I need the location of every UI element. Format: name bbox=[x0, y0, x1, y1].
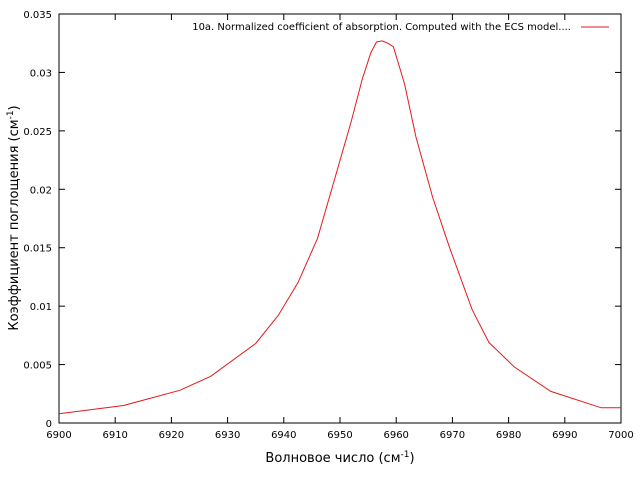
y-axis-label: Коэффициент поглощения (см-1) bbox=[6, 105, 22, 330]
plot-frame bbox=[58, 13, 622, 424]
x-tick-label: 6960 bbox=[383, 430, 408, 441]
legend: 10a. Normalized coefficient of absorptio… bbox=[192, 22, 609, 33]
x-tick-label: 6900 bbox=[46, 430, 71, 441]
y-tick-label: 0 bbox=[46, 419, 52, 430]
y-tick-label: 0.015 bbox=[23, 244, 52, 255]
axis-ticks bbox=[58, 13, 622, 424]
y-tick-label: 0.01 bbox=[30, 302, 52, 313]
x-tick-label: 6980 bbox=[496, 430, 521, 441]
axis-tick-labels: 6900 6910 6920 6930 6940 6950 6960 6970 6980 6990… bbox=[23, 10, 633, 441]
x-tick-label: 6940 bbox=[271, 430, 296, 441]
x-tick-label: 6930 bbox=[215, 430, 240, 441]
x-axis-label: Волновое число (см-1) bbox=[265, 450, 414, 466]
x-tick-label: 6950 bbox=[327, 430, 352, 441]
x-tick-label: 6910 bbox=[102, 430, 127, 441]
x-tick-label: 7000 bbox=[608, 430, 633, 441]
y-tick-label: 0.02 bbox=[30, 185, 52, 196]
y-tick-label: 0.005 bbox=[23, 361, 52, 372]
y-tick-label: 0.025 bbox=[23, 127, 52, 138]
series-line bbox=[58, 40, 621, 415]
y-tick-label: 0.035 bbox=[23, 10, 52, 21]
legend-label: 10a. Normalized coefficient of absorptio… bbox=[192, 22, 571, 33]
x-tick-label: 6920 bbox=[159, 430, 184, 441]
x-tick-label: 6970 bbox=[440, 430, 465, 441]
x-tick-label: 6990 bbox=[552, 430, 577, 441]
series-lines bbox=[58, 40, 621, 415]
y-tick-label: 0.03 bbox=[30, 68, 52, 79]
